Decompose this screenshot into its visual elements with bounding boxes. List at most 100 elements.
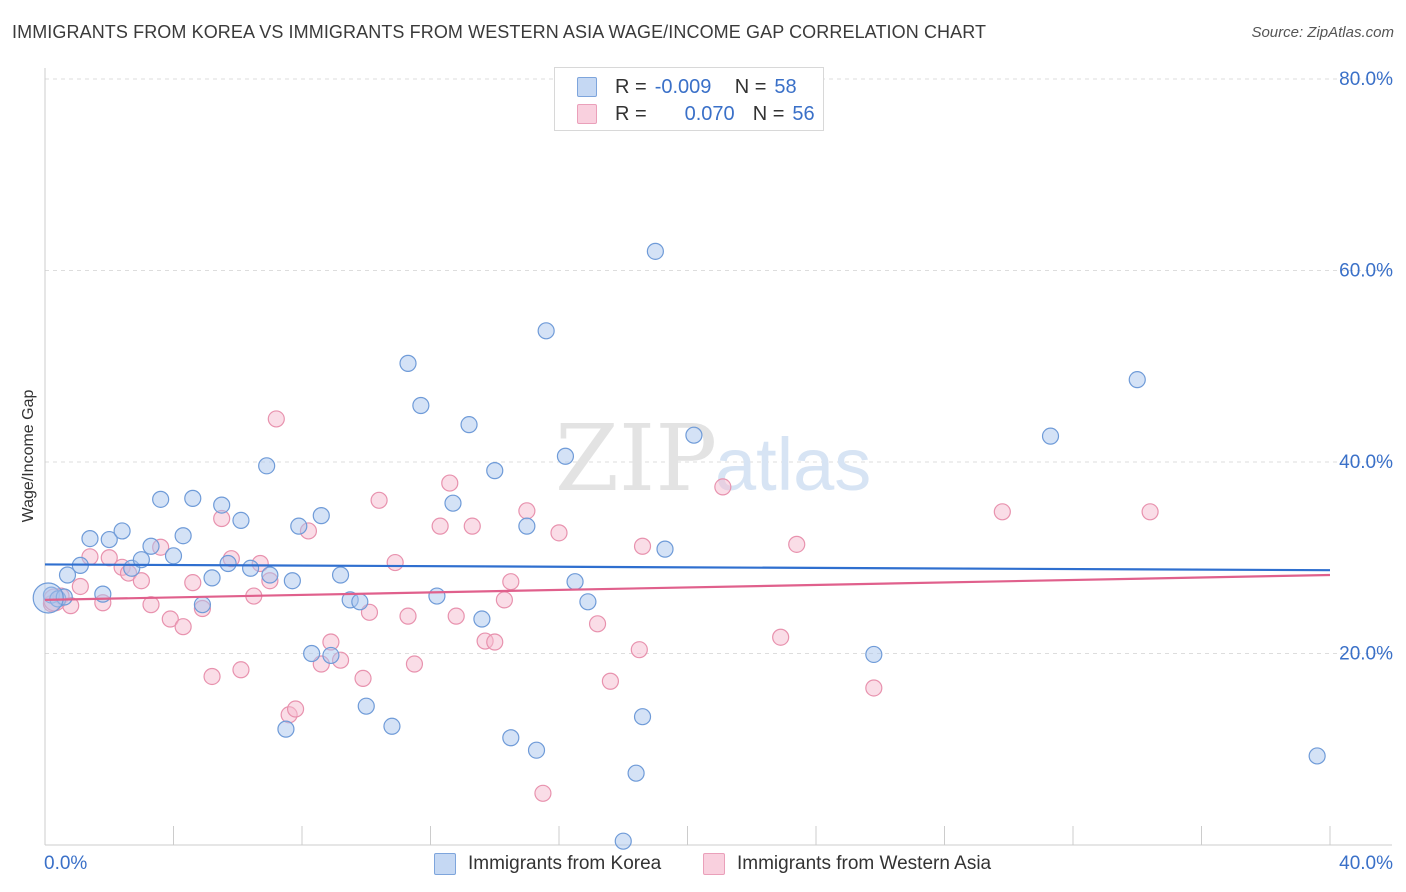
- western-asia-point: [354, 669, 372, 687]
- korea-point: [331, 566, 350, 584]
- y-tick-label: 20.0%: [1339, 644, 1393, 665]
- korea-point: [164, 547, 183, 565]
- korea-point: [502, 729, 520, 747]
- western-asia-point: [993, 503, 1011, 521]
- korea-point: [174, 527, 192, 545]
- western-asia-point: [431, 517, 449, 535]
- korea-n-value: 58: [774, 75, 797, 98]
- western-asia-point: [772, 628, 790, 646]
- chart-title: IMMIGRANTS FROM KOREA VS IMMIGRANTS FROM…: [12, 22, 987, 42]
- korea-point: [81, 529, 99, 548]
- korea-trend-line: [44, 563, 1331, 572]
- korea-point: [184, 489, 202, 507]
- korea-point: [460, 416, 478, 434]
- western-asia-point: [405, 655, 424, 673]
- stats-row-western-asia: R = 0.070 N = 56: [577, 101, 815, 127]
- korea-point: [113, 522, 131, 540]
- korea-point: [473, 610, 491, 628]
- korea-point: [290, 517, 308, 535]
- korea-point: [132, 551, 150, 569]
- korea-point: [1308, 747, 1326, 765]
- korea-point: [312, 507, 330, 525]
- western-asia-point: [534, 784, 552, 802]
- korea-point: [203, 569, 221, 587]
- western-asia-point: [495, 591, 513, 609]
- western-asia-point: [714, 478, 732, 496]
- korea-point: [865, 645, 883, 664]
- legend-western-asia-swatch: [703, 853, 725, 875]
- western-asia-point: [601, 672, 620, 690]
- western-asia-point: [203, 667, 221, 686]
- y-axis-label: Wage/Income Gap: [20, 389, 37, 523]
- western-asia-n-label: N =: [752, 102, 785, 125]
- korea-point: [579, 593, 597, 611]
- korea-point: [1128, 371, 1146, 389]
- western-asia-point: [286, 700, 305, 718]
- legend-item-western-asia[interactable]: Immigrants from Western Asia: [703, 852, 991, 876]
- trend-lines: [44, 563, 1331, 601]
- korea-point: [142, 537, 160, 555]
- western-asia-point: [630, 641, 648, 659]
- western-asia-point: [184, 574, 202, 592]
- western-asia-n-value: 56: [792, 102, 815, 125]
- western-asia-point: [132, 572, 150, 590]
- western-asia-point: [399, 607, 417, 625]
- korea-point: [351, 593, 369, 611]
- legend-item-korea[interactable]: Immigrants from Korea: [434, 852, 661, 876]
- korea-point: [566, 573, 584, 591]
- y-tick-label: 60.0%: [1339, 261, 1393, 282]
- western-asia-point: [865, 679, 883, 697]
- western-asia-point: [502, 573, 520, 591]
- western-asia-point: [633, 537, 652, 555]
- chart-source: Source: ZipAtlas.com: [1251, 24, 1394, 41]
- korea-point: [633, 708, 652, 726]
- korea-point: [527, 741, 546, 759]
- korea-cluster-point: [32, 582, 64, 614]
- korea-r-label: R =: [615, 75, 647, 98]
- western-asia-point: [267, 410, 285, 428]
- korea-point: [100, 530, 118, 549]
- western-asia-point: [386, 553, 404, 572]
- korea-point: [261, 566, 279, 584]
- korea-point: [685, 426, 703, 444]
- korea-point: [322, 646, 340, 665]
- korea-point: [646, 242, 664, 260]
- korea-point: [614, 832, 632, 850]
- western-asia-point: [447, 607, 465, 625]
- western-asia-swatch: [577, 104, 597, 124]
- korea-point: [283, 572, 301, 590]
- western-asia-point: [360, 603, 379, 621]
- korea-point: [537, 322, 555, 340]
- western-asia-point: [370, 491, 388, 509]
- korea-point: [656, 540, 674, 558]
- western-asia-point: [232, 661, 250, 679]
- western-asia-r-value: 0.070: [684, 102, 735, 125]
- western-asia-point: [161, 610, 179, 628]
- korea-point: [556, 447, 575, 465]
- korea-point: [258, 457, 276, 475]
- y-tick-label: 40.0%: [1339, 452, 1393, 473]
- western-asia-trend-line: [44, 573, 1331, 601]
- korea-point: [357, 697, 375, 715]
- western-asia-point: [588, 615, 607, 633]
- western-asia-point: [788, 535, 806, 553]
- western-asia-r-label: R =: [615, 102, 647, 125]
- tick-labels: 20.0% 40.0% 60.0% 80.0% 0.0% 40.0%: [44, 69, 1393, 874]
- korea-point: [219, 554, 237, 573]
- korea-point: [518, 517, 536, 535]
- korea-swatch: [577, 77, 597, 97]
- watermark-atlas: atlas: [715, 423, 871, 506]
- korea-point: [486, 462, 504, 480]
- korea-point: [303, 644, 321, 663]
- western-asia-point: [142, 596, 160, 614]
- korea-point: [412, 396, 430, 415]
- x-tick-label-min: 0.0%: [44, 853, 87, 874]
- western-asia-point: [174, 618, 192, 636]
- stats-legend: R = -0.009 N = 58 R = 0.070 N = 56: [554, 67, 824, 131]
- korea-n-label: N =: [734, 75, 767, 98]
- legend-western-asia-label: Immigrants from Western Asia: [737, 853, 992, 874]
- western-asia-point: [550, 524, 568, 542]
- korea-point: [1041, 427, 1060, 445]
- western-asia-point: [1141, 503, 1159, 521]
